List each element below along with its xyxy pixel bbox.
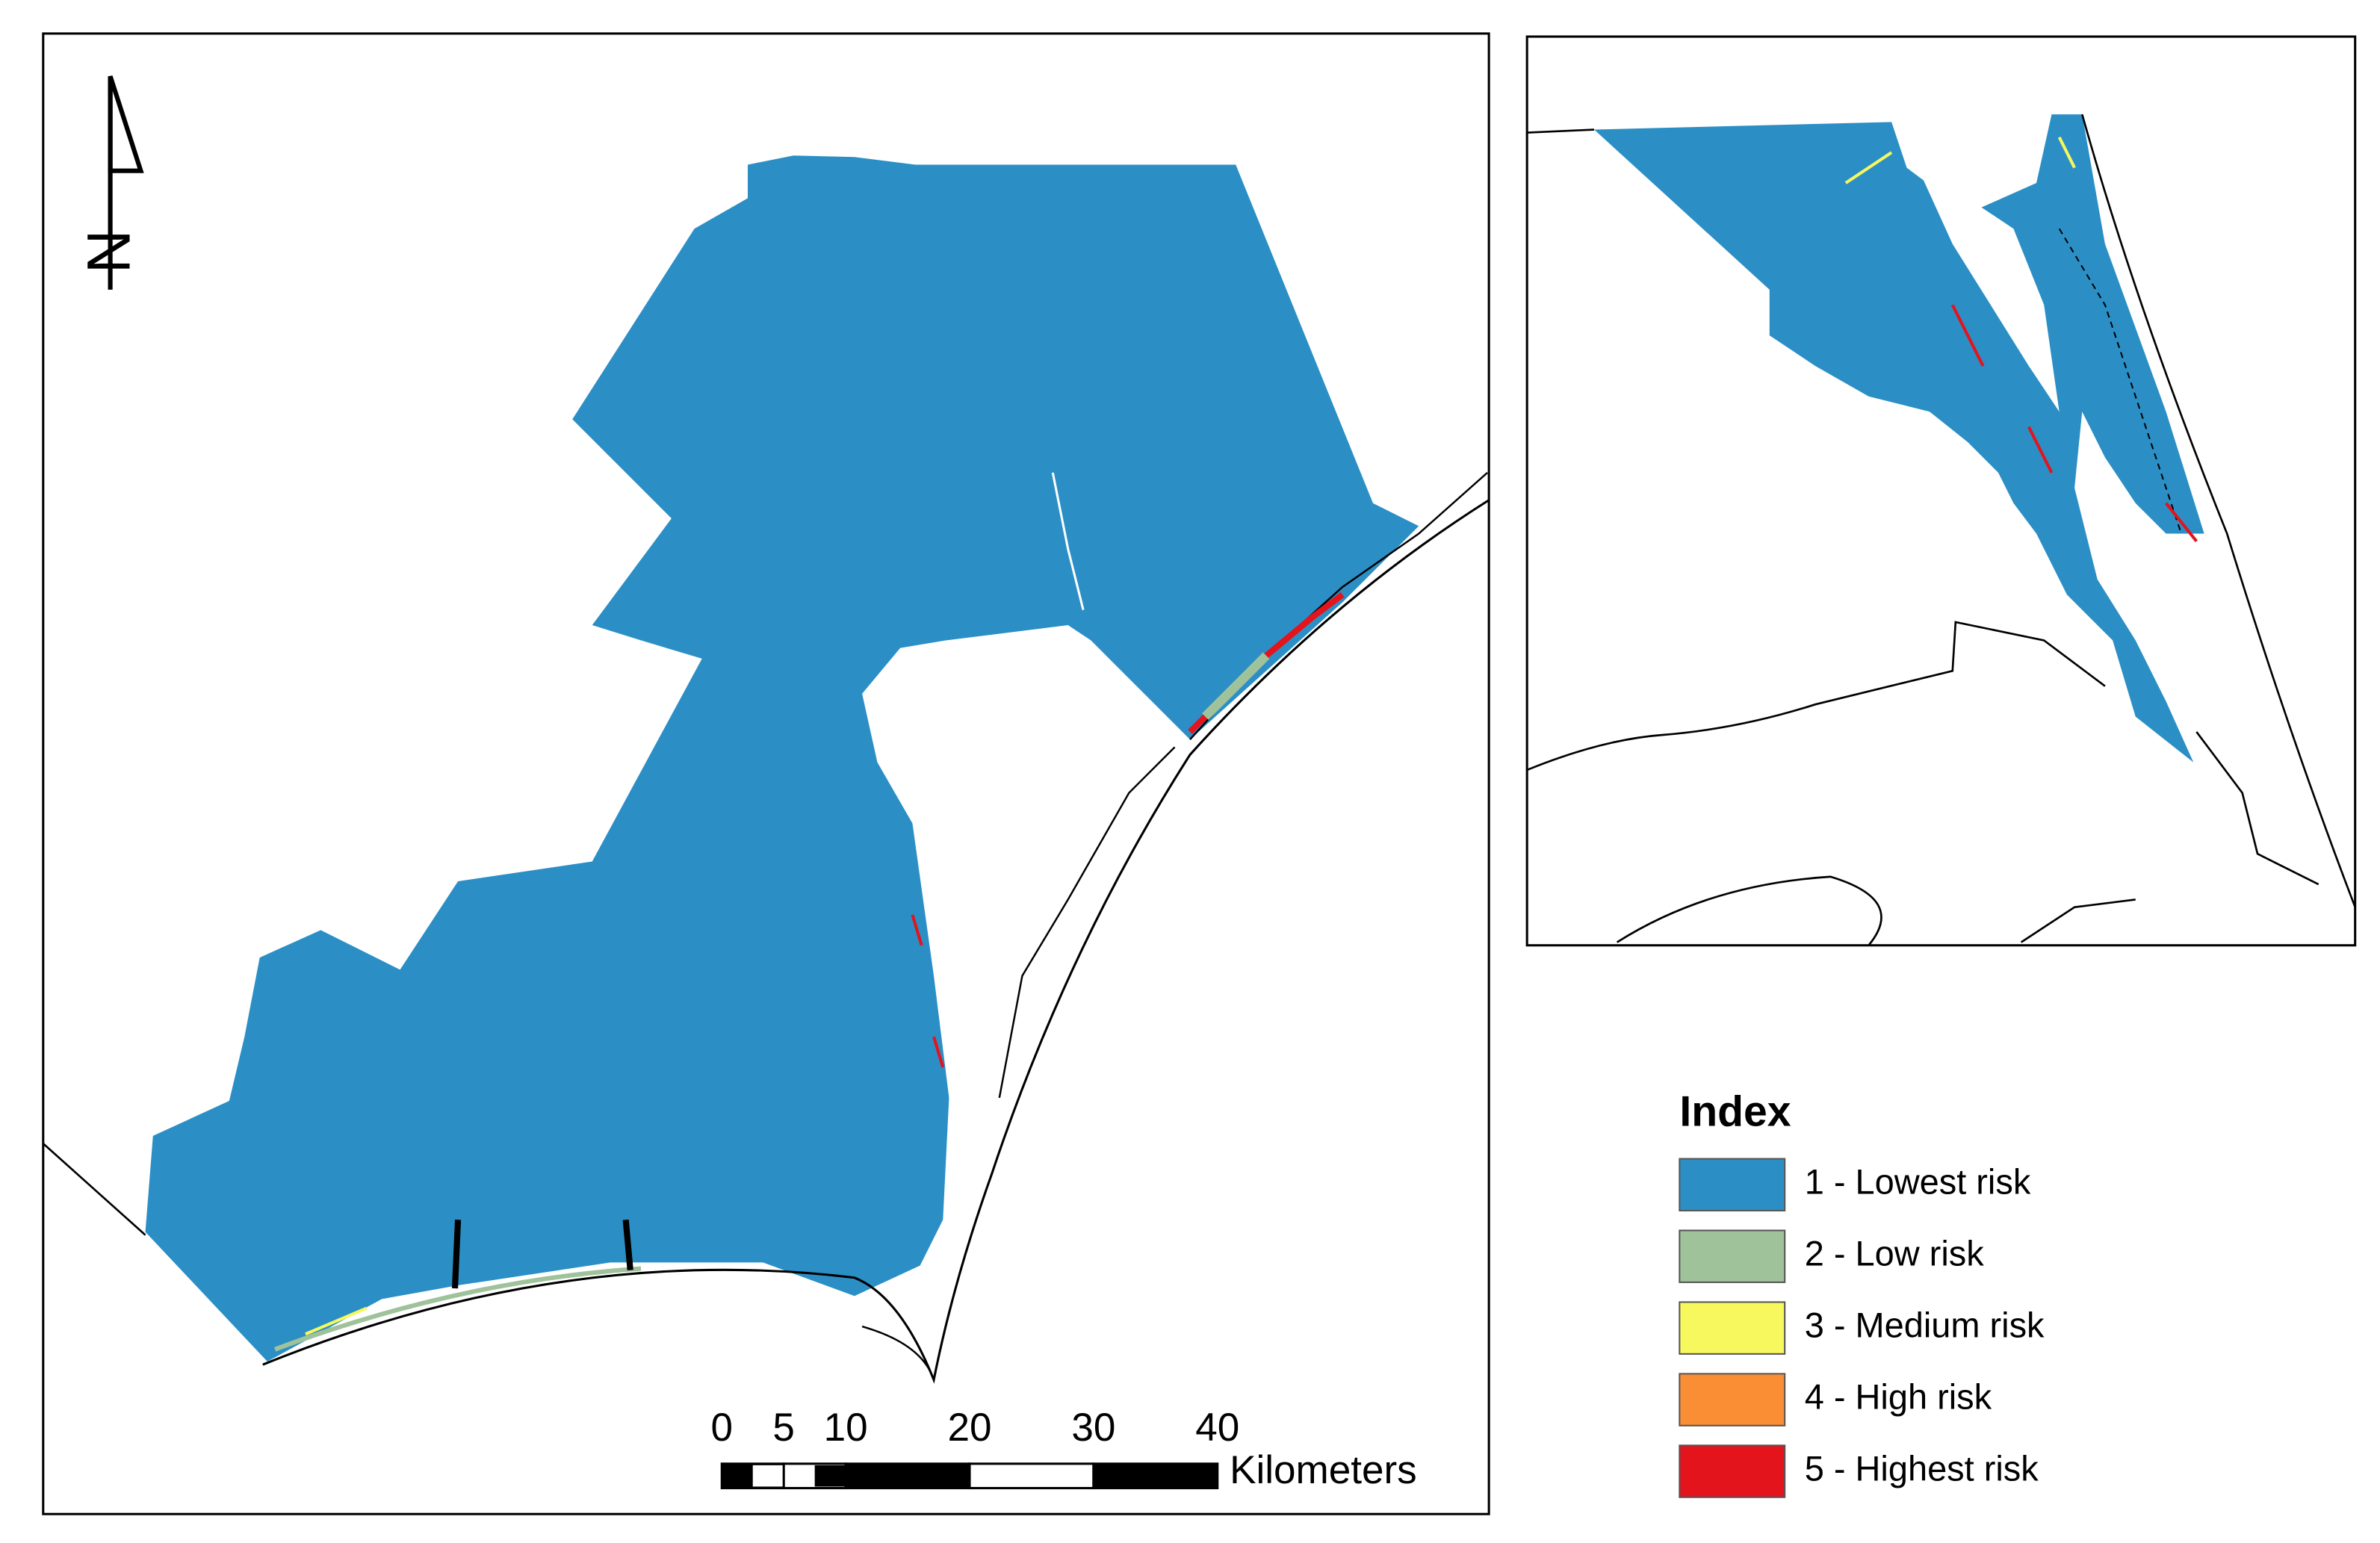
scale-segment xyxy=(968,1462,1095,1490)
scale-label: 30 xyxy=(1071,1406,1115,1450)
legend-label: 5 - Highest risk xyxy=(1805,1448,2039,1488)
legend-title: Index xyxy=(1679,1087,1791,1135)
inset-map xyxy=(1526,114,2356,946)
legend-swatch xyxy=(1679,1158,1786,1211)
risk-zone xyxy=(305,1306,368,1336)
scale-label: 10 xyxy=(824,1406,868,1450)
scale-label: 20 xyxy=(947,1406,991,1450)
north-label: N xyxy=(75,229,143,273)
scale-label: 0 xyxy=(711,1406,734,1450)
legend-swatch xyxy=(1679,1373,1786,1426)
region xyxy=(145,155,1419,1362)
legend-label: 1 - Lowest risk xyxy=(1805,1162,2031,1202)
scale-subdivision xyxy=(752,1465,784,1487)
north-arrow: N xyxy=(75,75,144,290)
coastline xyxy=(262,499,1490,1384)
risk-zone xyxy=(1202,652,1270,720)
river xyxy=(1051,472,1085,610)
scale-unit: Kilometers xyxy=(1230,1448,1417,1492)
risk-zone xyxy=(1844,136,2076,184)
risk-zone xyxy=(1950,304,2198,543)
legend-label: 4 - High risk xyxy=(1805,1377,1992,1417)
scale-label: 40 xyxy=(1195,1406,1239,1450)
risk-zone xyxy=(274,1266,642,1352)
water xyxy=(1914,152,2060,412)
legend-label: 3 - Medium risk xyxy=(1805,1306,2045,1345)
scale-subdivision xyxy=(814,1465,846,1487)
legend-label: 2 - Low risk xyxy=(1805,1234,1984,1273)
main-map xyxy=(42,155,1490,1384)
legend-swatch xyxy=(1679,1301,1786,1355)
legend: Index 1 - Lowest risk 2 - Low risk 3 - Med… xyxy=(1679,1087,2045,1498)
scale-segment xyxy=(844,1462,971,1490)
legend-swatch xyxy=(1679,1229,1786,1283)
risk-zone xyxy=(911,914,945,1068)
boundary-line xyxy=(1526,114,2356,946)
boundary-line xyxy=(42,1143,146,1236)
marsh-outline xyxy=(2058,228,2182,534)
scale-segment xyxy=(1092,1462,1219,1490)
scale-label: 5 xyxy=(772,1406,795,1450)
inlet xyxy=(451,1219,633,1289)
legend-swatch xyxy=(1679,1444,1786,1498)
region xyxy=(1593,114,2204,763)
